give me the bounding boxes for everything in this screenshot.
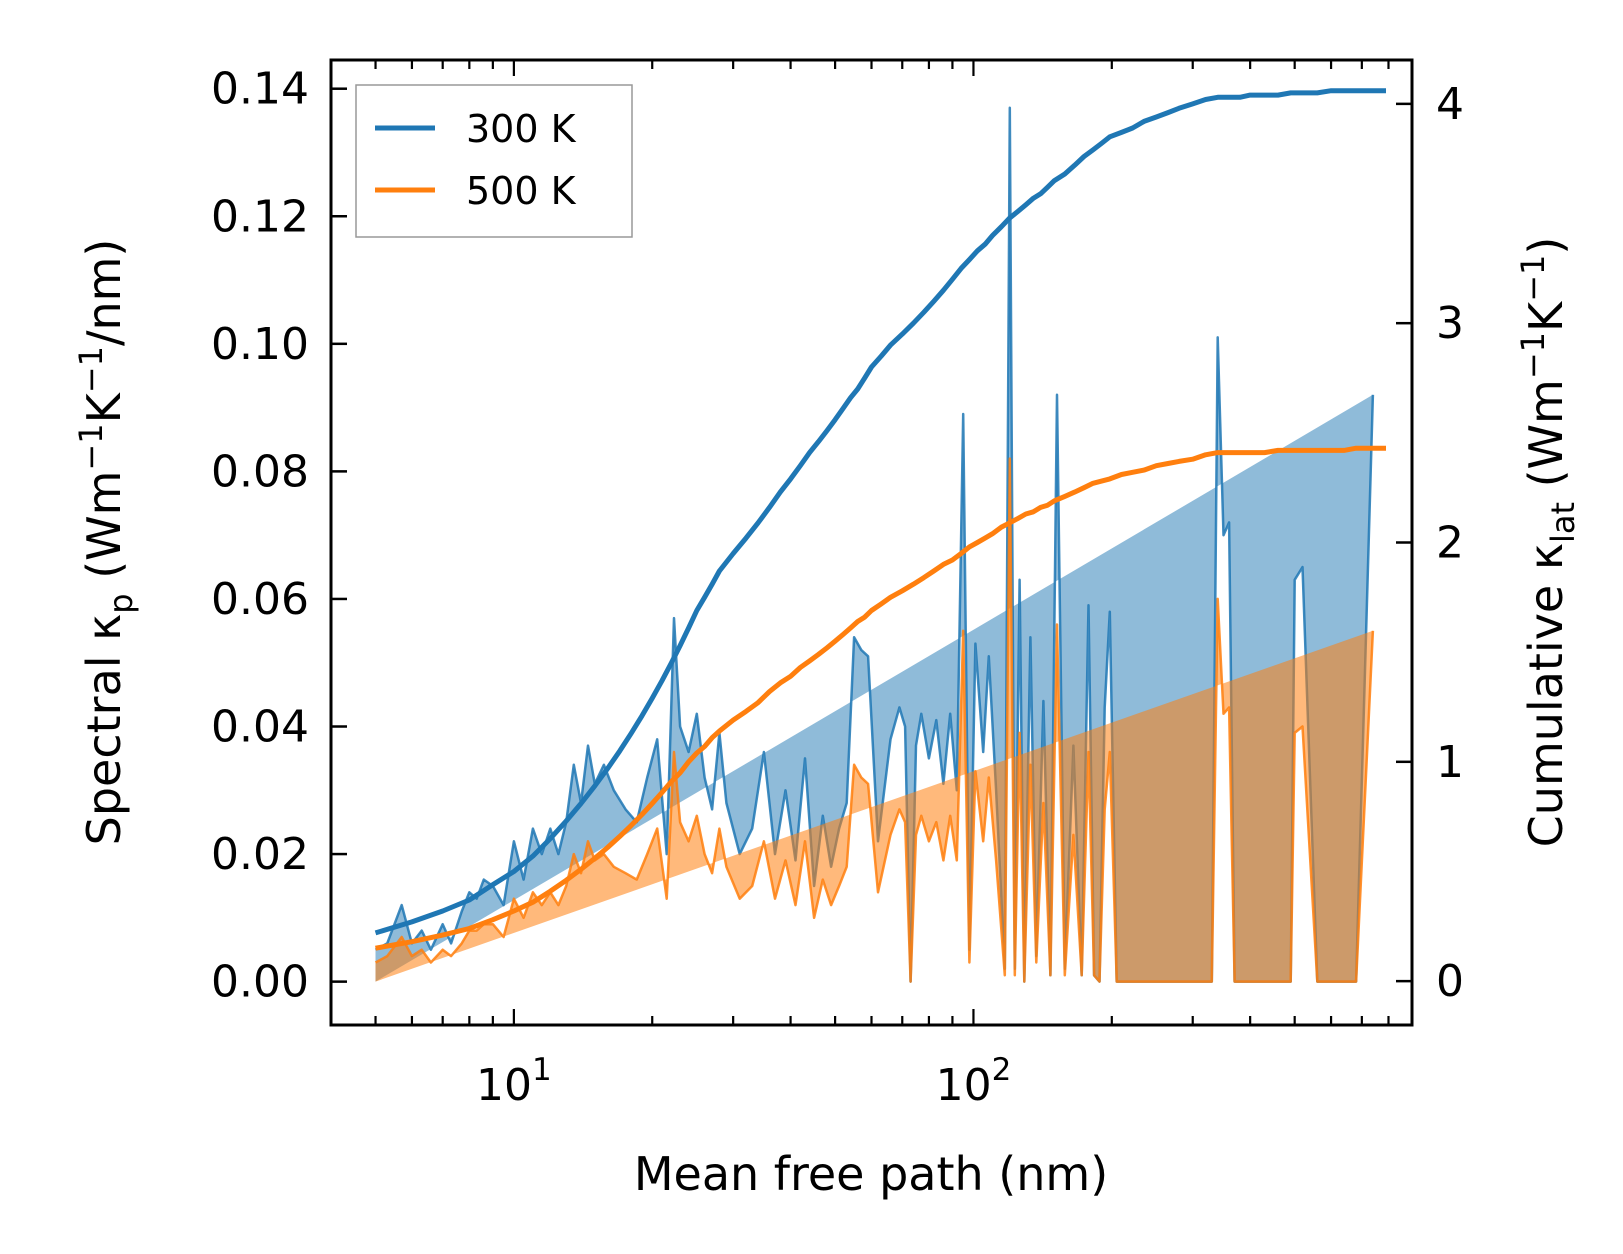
right-y-tick-label: 4 <box>1436 79 1464 130</box>
cumulative-line-300k <box>374 88 1386 936</box>
left-y-tick-label: 0.02 <box>211 829 309 880</box>
x-tick-label: 101 <box>476 1052 552 1111</box>
left-y-tick-label: 0.06 <box>211 574 309 625</box>
legend-label-300k: 300 K <box>466 107 577 151</box>
spectral-fill-500k <box>375 458 1373 982</box>
left-y-tick-label: 0.04 <box>211 702 309 753</box>
left-y-tick-label: 0.10 <box>211 319 309 370</box>
left-y-tick-label: 0.14 <box>211 64 309 115</box>
x-tick-label: 102 <box>936 1052 1012 1111</box>
left-y-tick-label: 0.00 <box>211 957 309 1008</box>
spectral-line-500k <box>374 457 1375 983</box>
right-y-tick-label: 3 <box>1436 298 1464 349</box>
legend-box <box>355 84 633 238</box>
right-axis-label: Cumulative κlat (Wm−1K−1) <box>1514 237 1582 848</box>
left-axis-label: Spectral κp (Wm−1K−1/nm) <box>72 239 140 846</box>
left-y-tick-label: 0.12 <box>211 191 309 242</box>
x-axis-label: Mean free path (nm) <box>634 1147 1108 1201</box>
right-y-tick-label: 0 <box>1436 956 1464 1007</box>
left-y-tick-label: 0.08 <box>211 446 309 497</box>
right-y-tick-label: 1 <box>1436 737 1464 788</box>
legend-label-500k: 500 K <box>466 169 577 213</box>
cumulative-line-500k <box>375 445 1386 951</box>
right-y-tick-label: 2 <box>1436 518 1464 569</box>
legend: 300 K 500 K <box>355 84 633 238</box>
